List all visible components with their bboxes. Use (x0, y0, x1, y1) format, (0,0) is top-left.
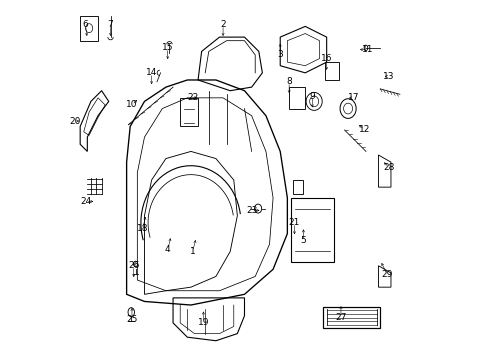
Text: 8: 8 (285, 77, 291, 86)
Text: 18: 18 (137, 224, 148, 233)
Text: 12: 12 (358, 126, 369, 135)
Text: 6: 6 (82, 20, 88, 29)
Text: 5: 5 (300, 236, 305, 245)
Text: 23: 23 (245, 206, 257, 215)
Text: 9: 9 (309, 91, 315, 100)
Text: 3: 3 (277, 50, 283, 59)
Text: 10: 10 (126, 100, 138, 109)
Text: 24: 24 (80, 197, 91, 206)
Text: 11: 11 (361, 45, 373, 54)
Text: 22: 22 (187, 93, 198, 102)
Text: 29: 29 (381, 270, 392, 279)
Text: 7: 7 (107, 20, 113, 29)
Text: 27: 27 (335, 313, 346, 322)
Text: 28: 28 (383, 163, 394, 172)
Text: 14: 14 (145, 68, 157, 77)
Text: 21: 21 (288, 219, 300, 228)
Text: 1: 1 (189, 247, 195, 256)
Text: 19: 19 (197, 318, 209, 327)
Text: 13: 13 (383, 72, 394, 81)
Text: 17: 17 (347, 93, 359, 102)
Text: 16: 16 (320, 54, 332, 63)
Text: 20: 20 (69, 117, 81, 126)
Text: 26: 26 (128, 261, 139, 270)
Text: 2: 2 (220, 20, 225, 29)
Text: 15: 15 (162, 43, 173, 52)
Text: 25: 25 (126, 315, 138, 324)
Text: 4: 4 (164, 245, 170, 254)
